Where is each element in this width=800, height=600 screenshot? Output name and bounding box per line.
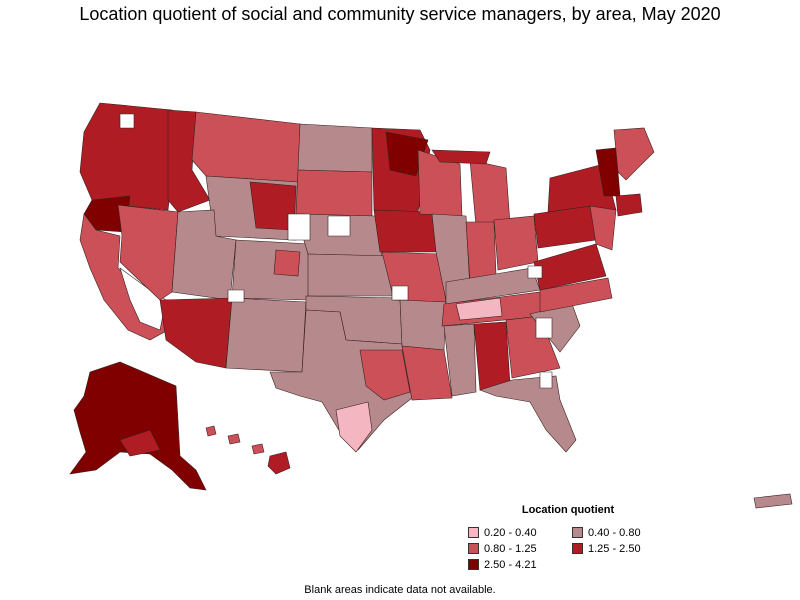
region-texas-east[interactable]	[359, 349, 411, 401]
puerto-rico	[753, 493, 793, 509]
region-nodata-florida[interactable]	[539, 371, 553, 389]
no-data-note: Blank areas indicate data not available.	[304, 584, 496, 596]
map-title: Location quotient of social and communit…	[79, 4, 721, 24]
contiguous-us	[79, 102, 655, 453]
region-colorado-metro[interactable]	[273, 249, 301, 277]
region-michigan[interactable]	[469, 159, 511, 227]
region-tennessee-east[interactable]	[455, 297, 503, 321]
legend-swatch-4	[572, 543, 583, 554]
legend-swatch-3	[468, 543, 479, 554]
map-legend: Location quotient 0.20 - 0.40 0.40 - 0.8…	[468, 504, 698, 571]
region-puerto-rico[interactable]	[753, 493, 793, 509]
region-nodata-nebraska[interactable]	[327, 215, 351, 237]
region-virginia[interactable]	[533, 243, 607, 291]
region-alabama[interactable]	[473, 321, 511, 391]
region-new-england-south[interactable]	[615, 193, 643, 217]
region-texas-south[interactable]	[335, 401, 373, 453]
legend-label-1: 0.20 - 0.40	[484, 526, 537, 539]
region-kansas[interactable]	[307, 253, 393, 297]
region-maine[interactable]	[613, 127, 655, 181]
region-nodata-missouri[interactable]	[391, 285, 409, 301]
legend-item-3: 0.80 - 1.25	[468, 542, 572, 555]
region-georgia[interactable]	[505, 315, 561, 379]
region-nodata-carolina[interactable]	[535, 317, 553, 339]
hawaii	[205, 425, 291, 475]
region-minnesota-arrowhead[interactable]	[385, 131, 429, 177]
region-arkansas[interactable]	[399, 299, 447, 351]
legend-label-3: 0.80 - 1.25	[484, 542, 537, 555]
region-ohio[interactable]	[493, 215, 539, 271]
legend-item-5: 2.50 - 4.21	[468, 558, 572, 571]
region-florida[interactable]	[479, 375, 577, 453]
region-arizona[interactable]	[159, 297, 233, 369]
region-michigan-up[interactable]	[431, 149, 491, 165]
region-hawaii-oahu[interactable]	[227, 433, 241, 445]
region-new-mexico[interactable]	[225, 297, 307, 373]
legend-swatch-1	[468, 527, 479, 538]
region-alaska[interactable]	[69, 361, 207, 491]
region-south-dakota[interactable]	[295, 169, 373, 217]
region-nodata-kentucky[interactable]	[527, 265, 543, 279]
legend-swatch-5	[468, 559, 479, 570]
region-nodata-wyoming[interactable]	[287, 213, 311, 241]
alaska	[69, 361, 207, 491]
legend-item-4: 1.25 - 2.50	[572, 542, 682, 555]
legend-swatch-2	[572, 527, 583, 538]
legend-item-1: 0.20 - 0.40	[468, 526, 572, 539]
region-hawaii-maui[interactable]	[251, 443, 265, 455]
legend-label-5: 2.50 - 4.21	[484, 558, 537, 571]
region-mississippi[interactable]	[443, 323, 477, 397]
region-north-dakota[interactable]	[297, 123, 373, 173]
region-hawaii-kauai[interactable]	[205, 425, 217, 437]
region-mid-atlantic[interactable]	[589, 205, 617, 251]
region-montana[interactable]	[191, 111, 301, 183]
region-nodata-washington[interactable]	[119, 113, 135, 129]
region-alaska-south[interactable]	[119, 429, 161, 457]
legend-title: Location quotient	[521, 504, 615, 516]
region-louisiana[interactable]	[401, 345, 453, 401]
legend-label-2: 0.40 - 0.80	[588, 526, 641, 539]
legend-label-4: 1.25 - 2.50	[588, 542, 641, 555]
region-indiana[interactable]	[465, 221, 497, 283]
legend-item-2: 0.40 - 0.80	[572, 526, 682, 539]
region-nodata-colorado[interactable]	[227, 289, 245, 303]
region-north-carolina[interactable]	[539, 277, 613, 313]
region-pennsylvania[interactable]	[533, 205, 597, 249]
region-hawaii-big-island[interactable]	[267, 451, 291, 475]
region-iowa[interactable]	[373, 209, 437, 253]
